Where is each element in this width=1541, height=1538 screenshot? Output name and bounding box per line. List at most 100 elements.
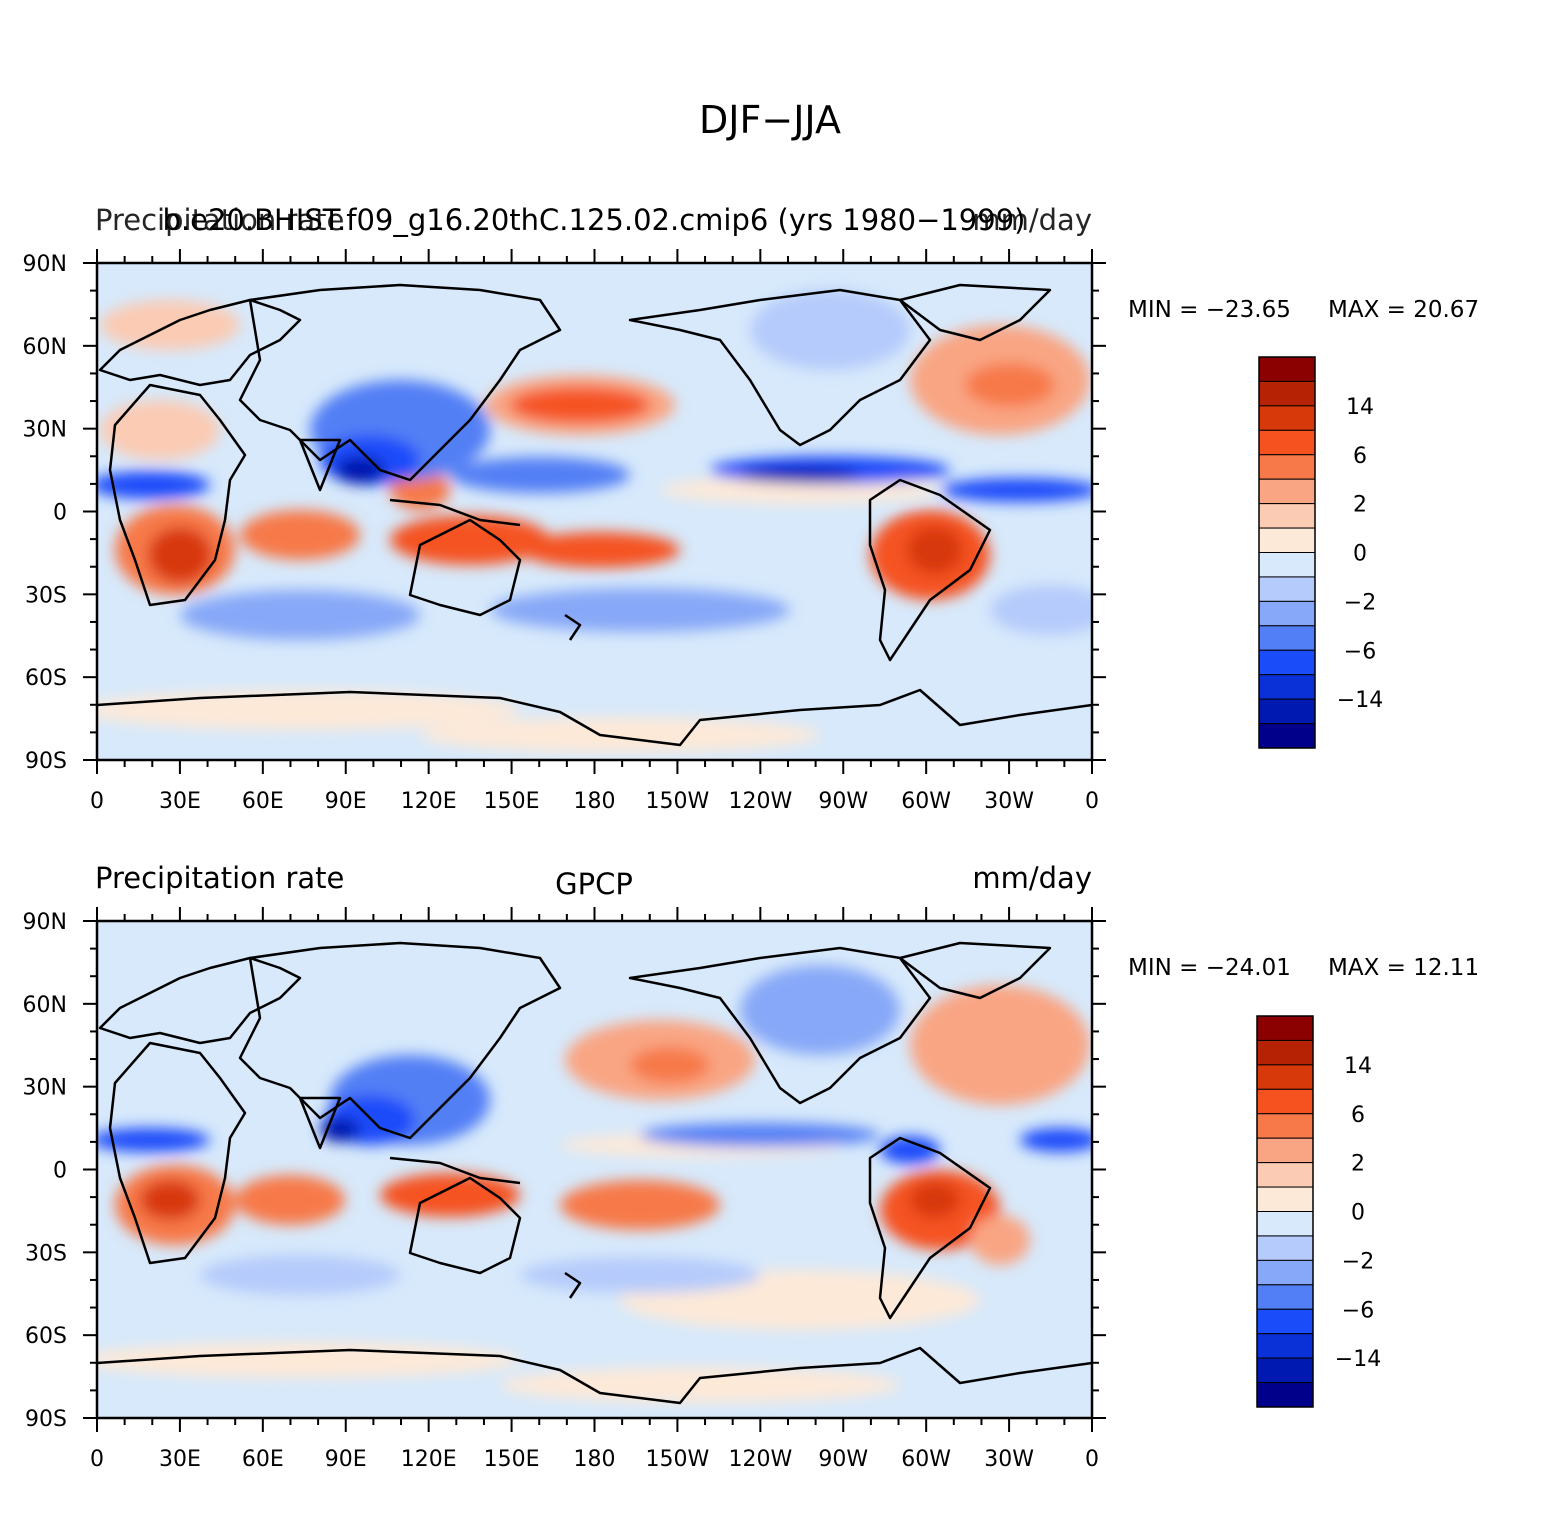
colorbar-label: 2 [1351,1152,1365,1177]
colorbar-frame [1258,356,1316,749]
panel-obs: Precipitation rate GPCP mm/day [23,861,1480,1472]
colorbar-swatch [1256,1039,1314,1066]
colorbar-swatch [1256,1333,1314,1359]
colorbar-swatch [1256,1211,1314,1237]
lon-tick-label: 60E [242,1447,284,1472]
colorbar-frame [1256,1015,1314,1408]
colorbar-swatch [1256,1308,1314,1335]
panel-1-min: MIN = −23.65 [1128,297,1291,323]
lat-tick-label: 60N [23,993,67,1018]
colorbar-swatch [1258,478,1316,505]
lat-tick-label: 90N [23,910,67,935]
lat-tick-label: 30N [23,1076,67,1101]
colorbar-swatch [1256,1137,1314,1164]
panel-2-min: MIN = −24.01 [1128,955,1291,981]
colorbar-swatch [1258,429,1316,456]
colorbar-label: 2 [1353,493,1367,518]
colorbar-label: 6 [1351,1103,1365,1128]
colorbar-label: −6 [1342,1298,1374,1323]
lon-tick-label: 150E [484,1447,540,1472]
panel-2-colorbar: 14 6 2 0 −2 −6 −14 [1256,1015,1381,1408]
panel-2-left-title: Precipitation rate [95,861,344,895]
colorbar-label: −6 [1344,639,1376,664]
colorbar-swatch [1256,1015,1314,1041]
panel-1-overlap-title: b.e20.BHIST.f09_g16.20thC.125.02.cmip6 (… [163,203,1026,237]
colorbar-swatch [1256,1235,1314,1261]
colorbar-label: 14 [1344,1054,1372,1079]
colorbar-swatch [1258,405,1316,431]
lat-tick-label: 90N [23,252,67,277]
panel-1-units: mm/day [972,203,1092,237]
lon-tick-label: 90W [818,789,868,814]
lon-tick-label: 120W [728,1447,792,1472]
coastlines [97,283,1092,747]
panel-1-axes: 0 30E 60E 90E 120E 150E 180 150W 120W 90W 60W 30W 09… [23,249,1106,814]
lon-tick-label: 120E [401,1447,457,1472]
lat-tick-label: 90S [25,749,67,774]
colorbar-swatch [1258,600,1316,627]
colorbar-label: −2 [1344,590,1376,615]
coastlines [97,941,1092,1405]
colorbar-label: 0 [1351,1201,1365,1226]
lat-tick-label: 60S [25,1324,67,1349]
lon-tick-label: 0 [90,789,104,814]
panel-2-units: mm/day [972,861,1092,895]
colorbar-swatch [1258,625,1316,651]
lon-tick-label: 120W [728,789,792,814]
lat-tick-label: 30S [25,1241,67,1266]
lon-tick-label: 60E [242,789,284,814]
colorbar-swatch [1258,503,1316,529]
lon-tick-label: 150E [484,789,540,814]
lon-tick-label: 30E [159,789,201,814]
panel-2-map [97,921,1092,1418]
main-title: DJF−JJA [699,98,841,142]
lat-tick-label: 0 [53,501,67,526]
anomaly-field [97,965,1092,1403]
lon-tick-label: 30W [984,1447,1034,1472]
lon-tick-label: 180 [574,1447,616,1472]
colorbar-swatch [1258,674,1316,700]
lat-tick-label: 30S [25,583,67,608]
panel-2-max: MAX = 12.11 [1328,955,1479,981]
panel-2-center-title: GPCP [555,867,633,901]
colorbar-swatch [1256,1357,1314,1384]
colorbar-swatch [1258,527,1316,553]
lon-tick-label: 90W [818,1447,868,1472]
lon-tick-label: 60W [901,1447,951,1472]
panel-1-left-title: Precipitation rate [95,203,344,237]
lon-tick-label: 150W [646,1447,710,1472]
colorbar-swatch [1256,1162,1314,1188]
colorbar-swatch [1258,649,1316,676]
colorbar-swatch [1256,1088,1314,1115]
panel-1-colorbar: 14 6 2 0 −2 −6 −14 [1258,356,1383,749]
colorbar-label: 14 [1346,395,1374,420]
colorbar-swatch [1258,356,1316,382]
colorbar-swatch [1258,576,1316,602]
lat-tick-label: 60N [23,335,67,360]
colorbar-swatch [1258,698,1316,725]
panel-1-max: MAX = 20.67 [1328,297,1479,323]
lat-tick-label: 60S [25,666,67,691]
colorbar-swatch [1258,723,1316,749]
colorbar-label: −2 [1342,1249,1374,1274]
lon-tick-label: 90E [325,1447,367,1472]
colorbar-swatch [1256,1284,1314,1310]
colorbar-label: −14 [1337,688,1383,713]
colorbar-swatch [1258,454,1316,480]
lon-tick-label: 0 [1085,1447,1099,1472]
colorbar-swatch [1258,552,1316,578]
lon-tick-label: 60W [901,789,951,814]
colorbar-swatch [1256,1113,1314,1139]
lon-tick-label: 0 [90,1447,104,1472]
colorbar-label: 0 [1353,542,1367,567]
colorbar-swatch [1256,1186,1314,1212]
lon-tick-label: 90E [325,789,367,814]
colorbar-swatch [1256,1259,1314,1286]
lon-tick-label: 120E [401,789,457,814]
panel-2-axes: 0 30E 60E 90E 120E 150E 180 150W 120W 90W 60W 30W 09… [23,907,1106,1472]
panel-model: b.e20.BHIST.f09_g16.20thC.125.02.cmip6 (… [23,203,1480,814]
panel-1-map [97,263,1092,760]
lon-tick-label: 0 [1085,789,1099,814]
lon-tick-label: 180 [574,789,616,814]
